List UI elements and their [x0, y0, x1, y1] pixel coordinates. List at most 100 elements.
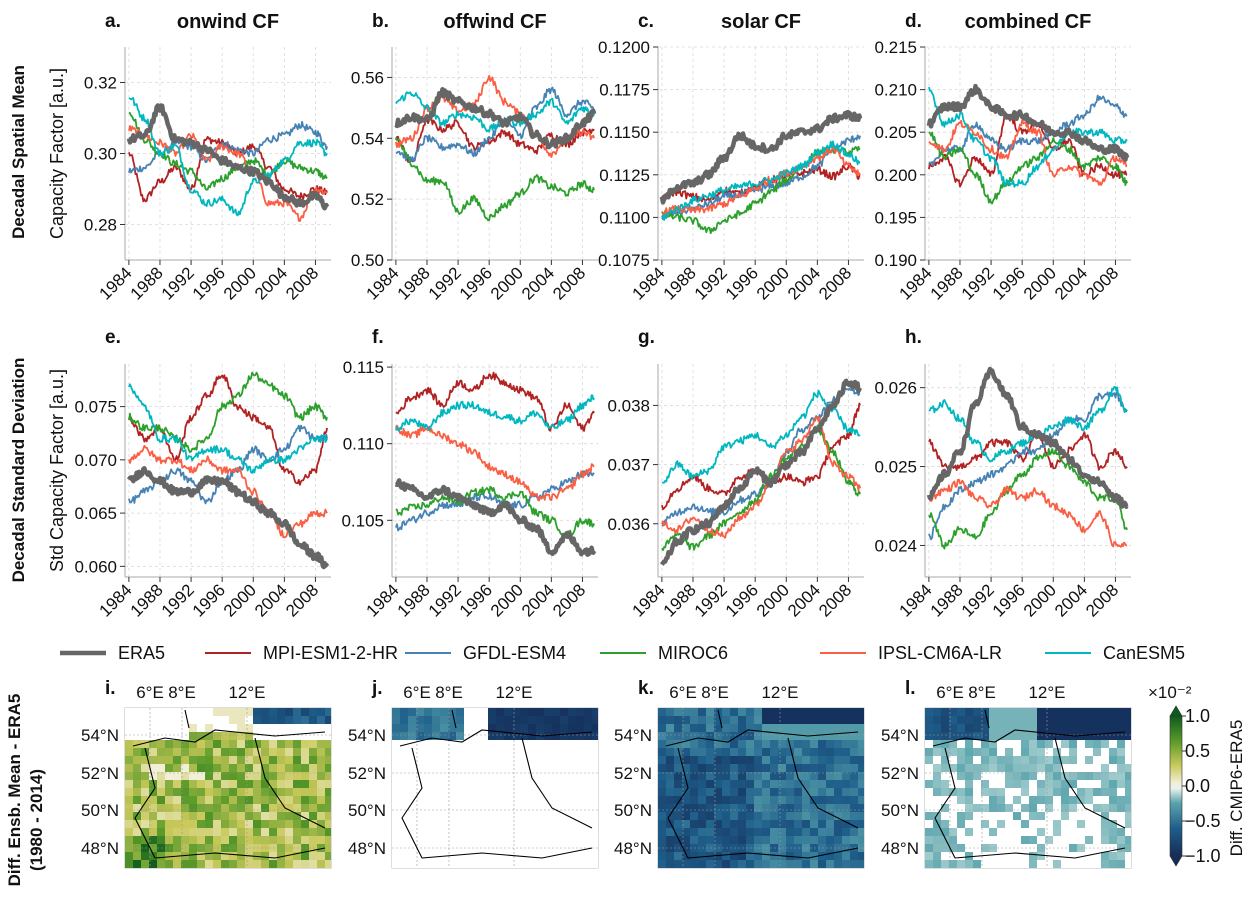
map-cell	[205, 860, 213, 868]
map-cell	[125, 836, 133, 844]
map-cell	[1117, 804, 1125, 812]
map-cell	[997, 756, 1005, 764]
map-cell	[504, 764, 512, 772]
map-cell	[949, 836, 957, 844]
map-cell	[237, 804, 245, 812]
map-cell	[512, 836, 520, 844]
map-cell	[941, 756, 949, 764]
map-cell	[488, 804, 496, 812]
map-cell	[464, 796, 472, 804]
map-cell	[221, 756, 229, 764]
map-cell	[778, 780, 786, 788]
map-cell	[408, 708, 416, 716]
map-cell	[722, 708, 730, 716]
map-cell	[949, 788, 957, 796]
map-cell	[536, 796, 544, 804]
map-cell	[544, 812, 552, 820]
map-cell	[325, 812, 331, 820]
map-cell	[293, 772, 301, 780]
legend-label-ipsl-cm6a-lr: IPSL-CM6A-LR	[878, 643, 1002, 663]
x-tick-label: 2004	[784, 580, 824, 620]
map-cell	[949, 748, 957, 756]
map-cell	[269, 772, 277, 780]
map-cell	[770, 732, 778, 740]
map-cell	[698, 804, 706, 812]
series-line-mpi-esm1-2-hr	[395, 371, 595, 432]
map-cell	[440, 732, 448, 740]
map-cell	[850, 804, 858, 812]
map-cell	[738, 708, 746, 716]
map-cell	[245, 724, 253, 732]
map-cell	[826, 804, 834, 812]
map-cell	[237, 828, 245, 836]
y-tick-label: 0.1200	[598, 38, 650, 57]
map-cell	[165, 716, 173, 724]
map-cell	[989, 740, 997, 748]
map-cell	[794, 748, 802, 756]
map-cell	[544, 716, 552, 724]
map-cell	[544, 764, 552, 772]
map-cell	[197, 796, 205, 804]
map-lat-label: 52°N	[348, 764, 386, 783]
map-cell	[1069, 852, 1077, 860]
map-cell	[730, 836, 738, 844]
map-cell	[1029, 756, 1037, 764]
map-cell	[560, 740, 568, 748]
map-cell	[472, 812, 480, 820]
series-line-mpi-esm1-2-hr	[928, 431, 1128, 471]
map-cell	[277, 772, 285, 780]
map-cell	[400, 852, 408, 860]
map-cell	[690, 812, 698, 820]
country-borders	[132, 709, 326, 859]
map-cell	[149, 860, 157, 868]
map-cell	[293, 764, 301, 772]
map-cell	[997, 716, 1005, 724]
map-cell	[810, 812, 818, 820]
map-cell	[149, 852, 157, 860]
map-cell	[141, 788, 149, 796]
map-cell	[1109, 860, 1117, 868]
map-cell	[181, 740, 189, 748]
map-cell	[858, 844, 864, 852]
map-cell	[989, 820, 997, 828]
map-cell	[285, 820, 293, 828]
map-cell	[933, 796, 941, 804]
map-cell	[440, 860, 448, 868]
map-cell	[738, 756, 746, 764]
map-cell	[1029, 708, 1037, 716]
map-cell	[1077, 860, 1085, 868]
map-cell	[658, 788, 666, 796]
map-cell	[205, 716, 213, 724]
map-cell	[722, 780, 730, 788]
x-tick-label: 1992	[158, 580, 198, 620]
map-cell	[440, 764, 448, 772]
map-cell	[448, 860, 456, 868]
map-cell	[496, 836, 504, 844]
map-cell	[989, 788, 997, 796]
map-cell	[576, 772, 584, 780]
series-line-ipsl-cm6a-lr	[928, 478, 1128, 548]
map-cell	[261, 836, 269, 844]
map-cell	[682, 852, 690, 860]
map-cell	[157, 860, 165, 868]
map-cell	[576, 756, 584, 764]
map-cell	[253, 860, 261, 868]
map-cell	[584, 708, 592, 716]
map-cell	[205, 748, 213, 756]
map-cell	[770, 756, 778, 764]
map-cell	[802, 852, 810, 860]
map-cell	[317, 828, 325, 836]
map-cell	[560, 860, 568, 868]
map-cell	[666, 796, 674, 804]
map-cell	[730, 804, 738, 812]
map-cell	[416, 836, 424, 844]
map-cell	[850, 748, 858, 756]
map-cell	[141, 724, 149, 732]
map-cell	[269, 820, 277, 828]
map-cell	[293, 820, 301, 828]
map-cell	[149, 796, 157, 804]
map-cell	[536, 836, 544, 844]
map-cell	[858, 852, 864, 860]
map-cell	[213, 812, 221, 820]
